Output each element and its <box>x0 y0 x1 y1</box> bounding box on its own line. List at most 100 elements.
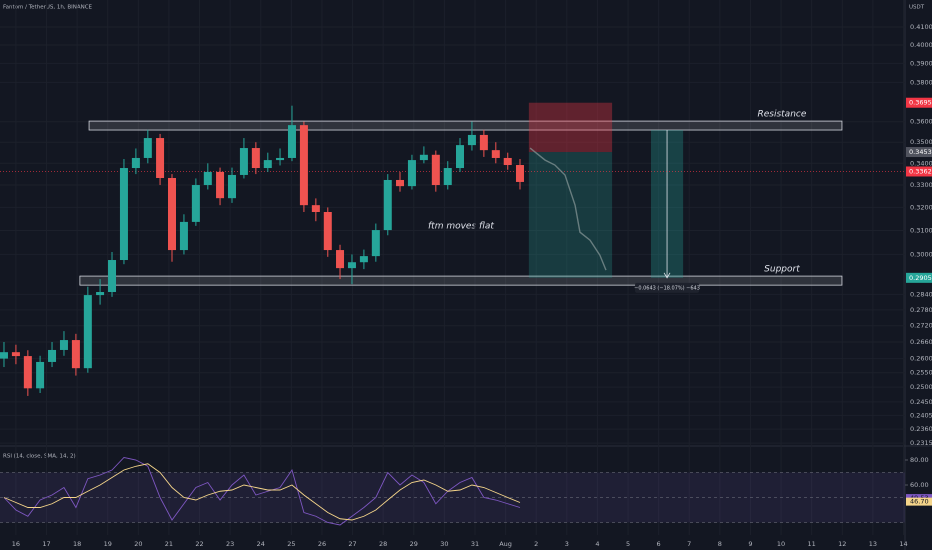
candle-body <box>48 349 57 362</box>
x-tick-label: 4 <box>595 540 599 548</box>
x-tick-label: 26 <box>318 540 326 548</box>
chart-title: Fantom / TetherUS, 1h, BINANCE <box>3 5 93 11</box>
arrow-head <box>663 272 671 279</box>
candle-body <box>336 250 345 269</box>
candle-body <box>216 171 225 199</box>
candle-body <box>143 138 152 158</box>
zone-label: Support <box>764 265 800 275</box>
y-tick-label: 0.2360 <box>910 425 932 433</box>
projection-line <box>529 147 607 271</box>
price-tag <box>906 166 932 177</box>
candle-body <box>479 134 488 151</box>
value-tag-label: 46.70 <box>910 498 929 506</box>
zone-label: Resistance <box>757 110 806 120</box>
price-tag-label: 0.2905 <box>909 274 932 282</box>
stop-zone <box>528 102 613 153</box>
price-tag <box>906 97 932 108</box>
y-tick-label: 0.2840 <box>910 290 932 298</box>
y-tick-label: 0.3500 <box>910 138 932 146</box>
x-tick-label: 18 <box>73 540 81 548</box>
y-tick-label: 0.2315 <box>910 439 932 447</box>
x-tick-label: 11 <box>808 540 816 548</box>
candle-body <box>71 340 80 369</box>
candle-body <box>0 352 8 359</box>
candle-body <box>59 340 68 350</box>
x-tick-label: 30 <box>440 540 448 548</box>
x-tick-label: 7 <box>687 540 691 548</box>
y-tick-label: 0.2450 <box>910 398 932 406</box>
candle-body <box>179 221 188 251</box>
y-tick-label: 80.00 <box>910 456 929 464</box>
candle-body <box>36 361 45 389</box>
rsi-title: RSI (14, close, SMA, 14, 2) <box>3 454 76 460</box>
target-zone <box>528 152 613 278</box>
candle-body <box>419 154 428 161</box>
rsi-line <box>3 457 521 526</box>
x-tick-label: 8 <box>718 540 722 548</box>
annotation: ftm moves flat <box>428 222 494 232</box>
y-tick-label: 0.2780 <box>910 306 932 314</box>
measure-label-bg <box>635 282 700 293</box>
rsi-line <box>3 463 521 521</box>
x-tick-label: 21 <box>165 540 173 548</box>
x-tick-label: 13 <box>869 540 877 548</box>
x-tick-label: 16 <box>12 540 20 548</box>
candle-body <box>455 145 464 169</box>
x-tick-label: 29 <box>410 540 418 548</box>
y-tick-label: 0.2500 <box>910 383 932 391</box>
x-tick-label: 31 <box>471 540 479 548</box>
candle-body <box>263 160 272 169</box>
y-tick-label: 0.3600 <box>910 118 932 126</box>
candle-body <box>156 138 165 179</box>
price-tag-label: 0.3695 <box>909 99 932 107</box>
y-tick-label: 0.2720 <box>910 322 932 330</box>
x-tick-label: 25 <box>287 540 295 548</box>
candle-body <box>491 150 500 158</box>
y-tick-label: 0.3900 <box>910 59 932 67</box>
candle-body <box>11 352 20 357</box>
candle-body <box>108 260 117 293</box>
candle-body <box>323 211 332 251</box>
unit-label: USDT <box>909 5 925 11</box>
x-tick-label: 6 <box>657 540 661 548</box>
candle-body <box>311 205 320 212</box>
candle-body <box>359 256 368 263</box>
x-tick-label: 22 <box>195 540 203 548</box>
candle-body <box>299 125 308 206</box>
price-tag <box>906 147 932 158</box>
x-tick-label: 24 <box>257 540 265 548</box>
x-tick-label: 3 <box>565 540 569 548</box>
candle-body <box>227 174 236 199</box>
y-tick-label: 0.2550 <box>910 369 932 377</box>
candle-body <box>23 356 32 389</box>
y-tick-label: 0.4000 <box>910 41 932 49</box>
candle-body <box>131 157 140 169</box>
zone <box>79 275 843 286</box>
candle-body <box>383 179 392 231</box>
x-tick-label: 9 <box>748 540 752 548</box>
x-tick-label: 14 <box>899 540 907 548</box>
candle-body <box>407 160 416 187</box>
candle-body <box>431 154 440 186</box>
y-tick-label: 0.3800 <box>910 78 932 86</box>
x-tick-label: 12 <box>838 540 846 548</box>
y-tick-label: 0.3400 <box>910 159 932 167</box>
zone <box>88 120 843 131</box>
candle-body <box>467 134 476 146</box>
candle-body <box>276 157 285 161</box>
x-tick-label: Aug <box>499 540 512 548</box>
y-tick-label: 0.3100 <box>910 227 932 235</box>
x-tick-label: 27 <box>348 540 356 548</box>
y-tick-label: 0.3000 <box>910 250 932 258</box>
candle-body <box>203 171 212 186</box>
candle-body <box>515 165 524 182</box>
y-tick-label: 0.3200 <box>910 203 932 211</box>
y-tick-label: 0.2600 <box>910 355 932 363</box>
x-tick-label: 10 <box>777 540 785 548</box>
x-tick-label: 19 <box>104 540 112 548</box>
candle-body <box>371 230 380 257</box>
x-tick-label: 5 <box>626 540 630 548</box>
